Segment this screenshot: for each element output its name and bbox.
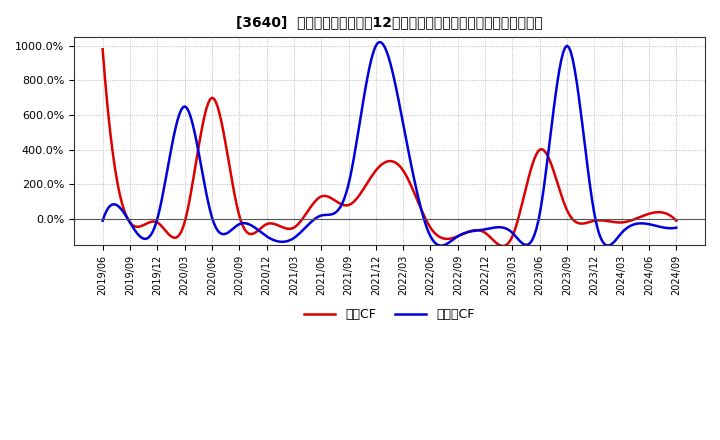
営業CF <box>584 220 593 225</box>
営業CF <box>449 235 458 240</box>
フリーCF <box>99 218 107 224</box>
Legend: 営業CF, フリーCF: 営業CF, フリーCF <box>300 303 480 326</box>
Title: [3640]  キャッシュフローの12か月移動合計の対前年同期増減率の推移: [3640] キャッシュフローの12か月移動合計の対前年同期増減率の推移 <box>236 15 543 29</box>
フリーCF <box>100 213 109 218</box>
営業CF <box>620 220 629 225</box>
フリーCF <box>451 235 460 240</box>
営業CF <box>440 236 449 241</box>
フリーCF <box>603 243 611 248</box>
フリーCF <box>440 242 449 248</box>
フリーCF <box>442 242 451 247</box>
営業CF <box>99 47 107 52</box>
フリーCF <box>374 40 383 45</box>
営業CF <box>672 218 680 224</box>
フリーCF <box>672 225 680 230</box>
フリーCF <box>622 226 631 231</box>
営業CF <box>500 243 508 249</box>
営業CF <box>438 235 446 241</box>
Line: フリーCF: フリーCF <box>103 42 676 246</box>
フリーCF <box>584 168 593 173</box>
営業CF <box>100 71 109 76</box>
Line: 営業CF: 営業CF <box>103 49 676 246</box>
